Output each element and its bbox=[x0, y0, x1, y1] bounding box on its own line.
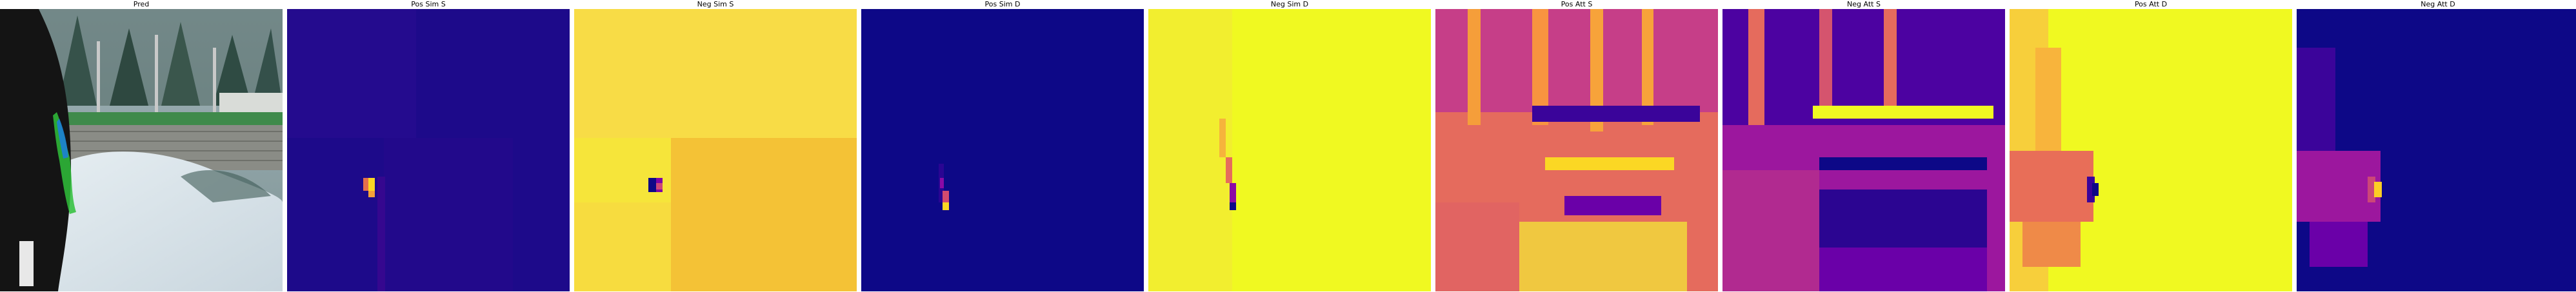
heatmap-pos-att-d bbox=[2010, 9, 2292, 291]
panel-title: Pos Sim D bbox=[984, 0, 1021, 8]
panel-neg-att-s: Neg Att S bbox=[1722, 0, 2005, 292]
panel-neg-sim-d: Neg Sim D bbox=[1148, 0, 1431, 292]
panel-title: Pos Sim S bbox=[411, 0, 446, 8]
heatmap-neg-sim-s bbox=[574, 9, 857, 291]
panel-title: Neg Sim D bbox=[1270, 0, 1309, 8]
panel-title: Neg Att D bbox=[2421, 0, 2455, 8]
heatmap-pos-sim-s bbox=[287, 9, 570, 291]
heatmap-pos-att-s bbox=[1435, 9, 1718, 291]
heatmap-neg-sim-d bbox=[1148, 9, 1431, 291]
panel-pos-sim-d: Pos Sim D bbox=[861, 0, 1144, 292]
pred-image bbox=[0, 9, 283, 291]
panel-neg-sim-s: Neg Sim S bbox=[574, 0, 857, 292]
panel-title: Neg Att S bbox=[1847, 0, 1881, 8]
panel-pos-sim-s: Pos Sim S bbox=[287, 0, 570, 292]
panel-title: Pred bbox=[133, 0, 150, 8]
heatmap-neg-att-d bbox=[2297, 9, 2576, 291]
panel-pred: Pred bbox=[0, 0, 283, 292]
panel-neg-att-d: Neg Att D bbox=[2297, 0, 2576, 292]
panel-pos-att-s: Pos Att S bbox=[1435, 0, 1718, 292]
heatmap-neg-att-s bbox=[1722, 9, 2005, 291]
heatmap-pos-sim-d bbox=[861, 9, 1144, 291]
panel-title: Pos Att D bbox=[2134, 0, 2168, 8]
panel-pos-att-d: Pos Att D bbox=[2010, 0, 2292, 292]
panel-title: Pos Att S bbox=[1561, 0, 1593, 8]
panel-title: Neg Sim S bbox=[697, 0, 734, 8]
